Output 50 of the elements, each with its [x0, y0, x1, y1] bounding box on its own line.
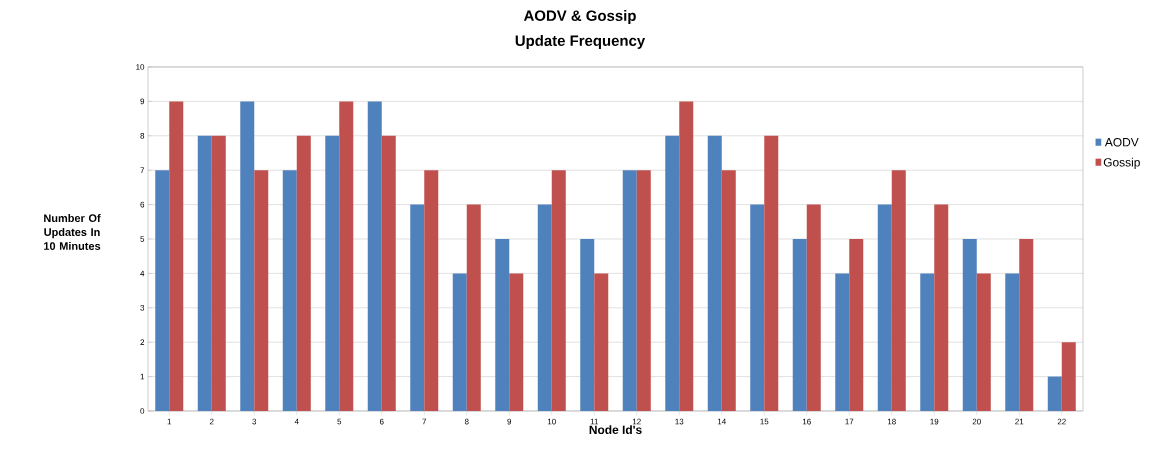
bar — [452, 273, 467, 411]
bar — [849, 238, 864, 411]
bar — [254, 170, 269, 411]
bar — [764, 135, 779, 411]
bar — [1047, 376, 1062, 411]
bar — [665, 135, 680, 411]
bar — [197, 135, 212, 411]
bar — [296, 135, 311, 411]
y-axis-title: Number Of Updates In 10 Minutes — [44, 214, 101, 250]
bar — [367, 101, 382, 411]
bar — [169, 101, 184, 411]
bar — [325, 135, 340, 411]
bar — [891, 170, 906, 411]
bar — [381, 135, 396, 411]
bar — [1005, 273, 1020, 411]
bar — [835, 273, 850, 411]
bar — [707, 135, 722, 411]
bar — [721, 170, 736, 411]
bar — [211, 135, 226, 411]
bar — [976, 273, 991, 411]
bar — [424, 170, 439, 411]
bar — [282, 170, 297, 411]
bar — [920, 273, 935, 411]
bar — [509, 273, 524, 411]
bar — [636, 170, 651, 411]
bar — [580, 238, 595, 411]
bar — [339, 101, 354, 411]
bar — [537, 204, 552, 411]
chart-subtitle: Update Frequency — [515, 35, 646, 49]
bar — [240, 101, 255, 411]
bar — [792, 238, 807, 411]
bar — [155, 170, 170, 411]
legend-label: Gossip — [1103, 157, 1140, 169]
bar — [1019, 238, 1034, 411]
legend-label: AODV — [1104, 138, 1139, 147]
bar — [962, 238, 977, 411]
bar — [1061, 342, 1076, 411]
bar — [495, 238, 510, 411]
bar — [806, 204, 821, 411]
chart-title: AODV & Gossip — [523, 10, 636, 24]
bar — [594, 273, 609, 411]
bar — [410, 204, 425, 411]
x-axis-title: Node Id's — [589, 425, 642, 435]
bar — [679, 101, 694, 411]
bar — [934, 204, 949, 411]
bar — [622, 170, 637, 411]
bar — [551, 170, 566, 411]
bar — [877, 204, 892, 411]
bar — [466, 204, 481, 411]
bar — [750, 204, 765, 411]
